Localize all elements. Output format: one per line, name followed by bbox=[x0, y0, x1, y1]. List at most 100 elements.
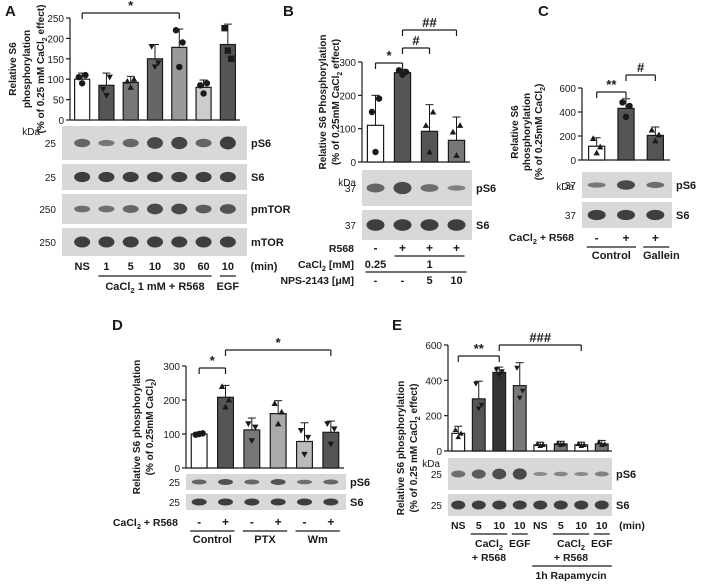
data-point bbox=[301, 451, 308, 458]
blot-band bbox=[244, 498, 260, 506]
blot-band bbox=[512, 468, 527, 480]
group-label: EGF bbox=[217, 281, 240, 293]
mw-marker: 37 bbox=[565, 181, 577, 192]
group-label: CaCl2​ bbox=[557, 538, 585, 552]
data-point bbox=[475, 406, 482, 412]
panel-letter: B bbox=[283, 3, 294, 20]
blot-label: S6 bbox=[476, 220, 489, 232]
y-axis-label: (% of 0.25 mM CaCl2​ effect) bbox=[36, 5, 49, 134]
y-tick-label: 200 bbox=[339, 91, 356, 102]
bar bbox=[366, 124, 385, 163]
row-cell: + bbox=[399, 241, 406, 255]
blot-band bbox=[366, 183, 385, 193]
x-tick-label: 30 bbox=[173, 261, 185, 273]
y-tick-label: 250 bbox=[47, 14, 64, 25]
data-point bbox=[327, 441, 335, 448]
sig-label: * bbox=[210, 353, 216, 368]
panel-letter: D bbox=[112, 317, 123, 334]
y-axis-label: (% of 0.25mM CaCl2​) bbox=[534, 84, 547, 181]
data-point bbox=[172, 27, 180, 34]
y-tick-label: 0 bbox=[436, 447, 442, 458]
data-point bbox=[224, 47, 232, 54]
data-point bbox=[596, 439, 602, 445]
data-point bbox=[395, 67, 403, 74]
bar bbox=[447, 139, 466, 163]
y-tick-label: 600 bbox=[559, 84, 576, 95]
blot-band bbox=[587, 182, 606, 188]
blot-label: pS6 bbox=[350, 477, 370, 489]
mw-marker: 250 bbox=[39, 238, 56, 249]
blot-band bbox=[270, 498, 286, 506]
y-tick-label: 200 bbox=[47, 34, 64, 45]
data-point bbox=[453, 152, 460, 158]
panel-C: C 0 200 400 600 Relative S6 phosphorylation (% … bbox=[509, 3, 696, 262]
data-point bbox=[597, 143, 604, 150]
panel-B: B 0 100 200 300 Relative S6 Phosphorylation (%… bbox=[280, 3, 496, 287]
blot-band bbox=[617, 180, 635, 190]
data-point bbox=[99, 86, 107, 93]
y-tick-label: 50 bbox=[53, 96, 65, 107]
blot-band bbox=[646, 209, 665, 221]
sign: - bbox=[303, 515, 307, 529]
data-point bbox=[203, 80, 211, 87]
blot-label: S6 bbox=[676, 210, 689, 222]
data-point bbox=[245, 421, 252, 427]
blot-band bbox=[646, 181, 665, 189]
mw-marker: 25 bbox=[431, 470, 443, 481]
group-label: Gallein bbox=[643, 250, 680, 262]
blot-band bbox=[219, 171, 236, 183]
blot-band bbox=[594, 471, 609, 477]
data-point bbox=[452, 427, 459, 433]
x-unit-label: (min) bbox=[619, 520, 645, 532]
blot-band bbox=[533, 471, 548, 477]
group-label: EGF bbox=[591, 538, 613, 550]
blot-label: pS6 bbox=[616, 469, 636, 481]
treatment-label: CaCl2​ + R568 bbox=[509, 232, 574, 246]
blot-band bbox=[171, 136, 188, 150]
sig-label: ** bbox=[606, 77, 617, 92]
data-point bbox=[227, 55, 235, 62]
y-tick-label: 400 bbox=[425, 376, 442, 387]
x-tick-label: 5 bbox=[128, 261, 134, 273]
bar bbox=[512, 385, 527, 452]
data-point bbox=[200, 90, 207, 97]
blot-band bbox=[195, 204, 212, 214]
y-axis-label: Relative S6 bbox=[8, 42, 19, 96]
data-point bbox=[130, 76, 138, 82]
row-cell: - bbox=[374, 241, 378, 255]
row-cell: 5 bbox=[426, 275, 432, 287]
mw-marker: 25 bbox=[45, 173, 57, 184]
blot-band bbox=[323, 498, 339, 506]
row-cell: 1 bbox=[426, 259, 432, 271]
blot-label: pmTOR bbox=[251, 204, 291, 216]
sign: - bbox=[595, 231, 599, 245]
mw-marker: 25 bbox=[169, 498, 181, 509]
blot-strip bbox=[448, 494, 612, 516]
blot-band bbox=[191, 498, 207, 506]
blot-band bbox=[195, 171, 212, 183]
blot-band bbox=[574, 500, 589, 510]
group-label: PTX bbox=[254, 534, 276, 546]
blot-band bbox=[297, 498, 312, 506]
sig-label: * bbox=[128, 0, 134, 13]
panel-D: D 0 100 200 300 Relative S6 phosphorylation (%… bbox=[112, 317, 370, 546]
sign: + bbox=[222, 515, 229, 529]
data-point bbox=[271, 400, 278, 406]
data-point bbox=[225, 396, 233, 403]
y-tick-label: 100 bbox=[163, 430, 180, 441]
blot-band bbox=[420, 184, 439, 192]
y-tick-label: 200 bbox=[163, 396, 180, 407]
blot-band bbox=[587, 209, 606, 221]
y-axis-label: (% of 0.25 mM CaCl2​ effect) bbox=[409, 384, 422, 513]
group-label: + R568 bbox=[554, 552, 588, 564]
bar bbox=[171, 46, 188, 121]
blot-band bbox=[512, 500, 527, 510]
blot-strip bbox=[186, 474, 346, 490]
group-label: EGF bbox=[509, 538, 531, 550]
blot-label: mTOR bbox=[251, 237, 284, 249]
data-point bbox=[218, 383, 226, 389]
data-point bbox=[304, 434, 312, 441]
group-label: CaCl2​ bbox=[475, 538, 503, 552]
blot-band bbox=[218, 498, 233, 506]
blot-band bbox=[218, 478, 233, 486]
